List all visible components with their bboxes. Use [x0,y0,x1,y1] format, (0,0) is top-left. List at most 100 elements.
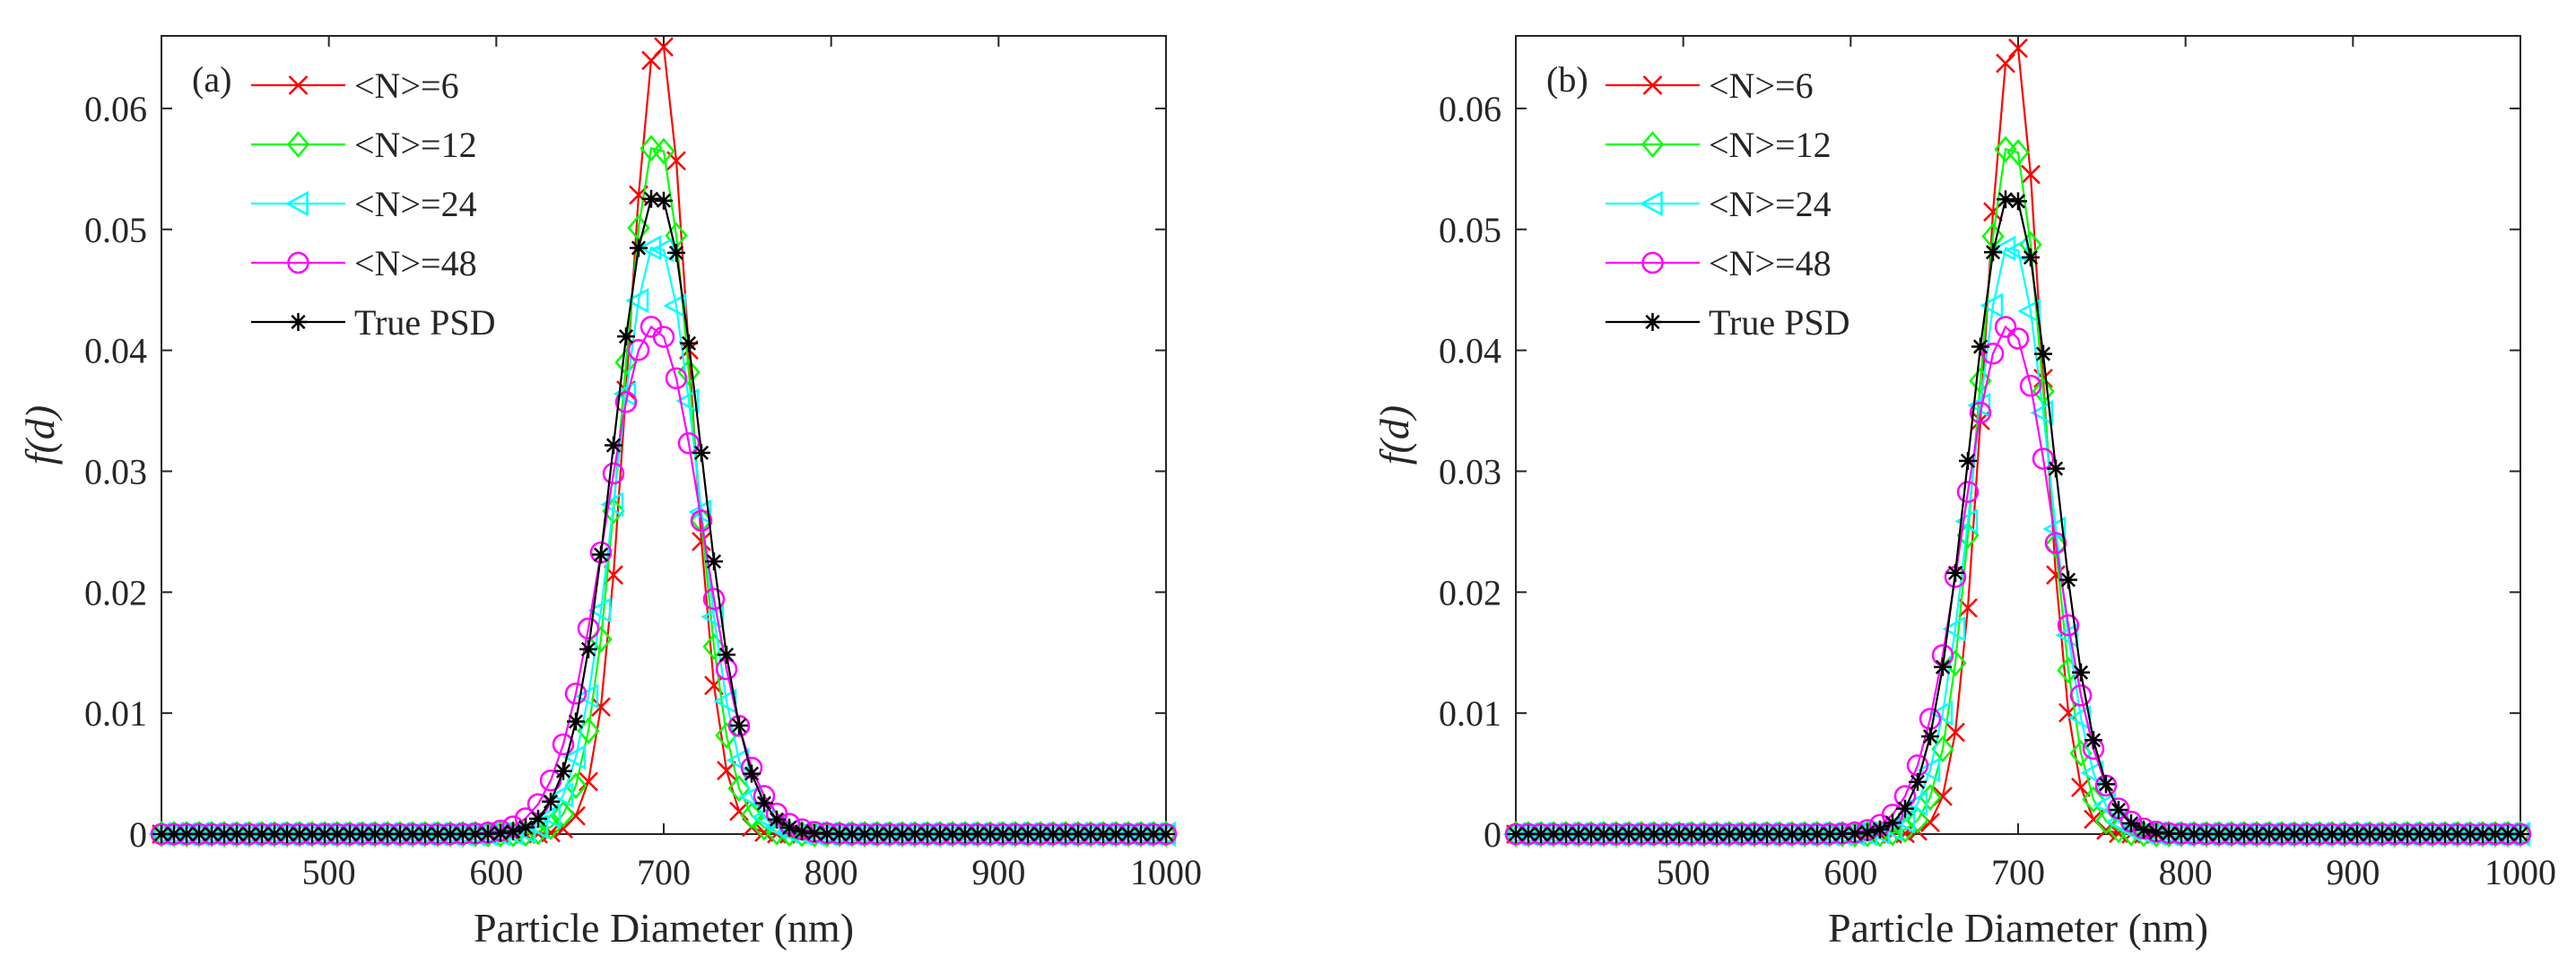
data-point-marker [539,769,562,792]
data-point-marker [2017,298,2041,324]
data-point-marker [2373,825,2391,843]
data-point-marker [1570,825,1588,843]
data-point-marker [1557,825,1575,843]
data-point-marker [730,716,748,735]
data-point-marker [1607,825,1625,843]
legend-swatch-marker [284,190,309,217]
data-point-marker [178,825,196,843]
data-point-marker [868,824,886,843]
legend-swatch-marker [1641,251,1664,274]
data-point-marker [2511,825,2529,843]
data-point-marker [602,462,625,485]
data-point-marker [2474,825,2492,843]
data-point-marker [517,818,535,837]
data-point-marker [2436,825,2454,843]
data-point-marker [843,824,861,843]
data-point-marker [642,189,660,208]
data-point-marker [2398,825,2416,843]
data-point-marker [1921,727,1939,746]
data-point-marker [2509,821,2532,848]
x-tick-label: 700 [1991,852,2045,892]
data-point-marker [617,327,635,346]
data-point-marker [253,825,271,843]
data-point-marker [2005,238,2029,264]
legend-entry-label: True PSD [1709,302,1849,343]
y-tick-label: 0 [129,814,147,855]
data-point-marker [575,683,599,709]
legend-swatch-marker [1640,131,1665,158]
data-point-marker [956,825,974,843]
data-point-marker [667,243,685,262]
data-point-marker [1132,825,1150,843]
data-point-marker [554,761,572,780]
data-point-marker [831,824,849,843]
data-point-marker [1771,825,1788,843]
data-point-marker [655,191,673,210]
data-point-marker [552,733,575,756]
data-point-marker [303,825,321,843]
data-point-marker [542,792,560,811]
data-point-marker [1942,616,1966,642]
data-point-marker [2069,684,2093,707]
axes-box [161,35,1167,835]
data-point-marker [805,823,823,842]
data-point-marker [564,772,587,800]
chart-panel-a: 500 600 700 800 900 1000 0 0.01 0.02 0.03 0.04 0.05… [17,35,1202,951]
data-point-marker [2034,344,2052,363]
data-point-marker [665,367,688,390]
data-point-marker [2072,663,2090,682]
data-point-marker [2311,825,2328,843]
data-point-marker [1917,757,1941,783]
legend-entry-label: <N>=12 [1709,125,1832,165]
data-point-marker [944,825,962,843]
data-point-marker [1983,202,2003,222]
legend-entry-label: <N>=6 [354,65,459,106]
data-point-marker [2210,824,2228,843]
data-point-marker [1720,825,1738,843]
data-point-marker [1545,825,1562,843]
data-point-marker [1708,825,1726,843]
data-point-marker [1094,825,1112,843]
data-point-marker [228,825,246,843]
data-point-marker [1632,825,1650,843]
data-point-marker [215,825,233,843]
data-point-marker [404,825,422,843]
data-point-marker [2082,786,2105,813]
data-point-marker [705,552,723,571]
data-point-marker [429,824,447,843]
data-point-marker [881,825,899,843]
data-point-marker [1519,825,1537,843]
x-tick-label: 800 [805,852,858,892]
data-point-marker [613,380,637,407]
data-point-marker [1670,825,1688,843]
data-point-marker [2235,825,2253,843]
data-point-marker [1031,825,1049,843]
data-point-marker [537,803,561,830]
legend-entry-label: <N>=12 [354,125,477,165]
data-point-marker [587,597,612,623]
x-axis-label: Particle Diameter (nm) [474,905,854,951]
data-point-marker [1582,825,1600,843]
data-point-marker [1144,825,1162,843]
data-point-marker [2260,825,2278,843]
data-point-marker [2057,613,2080,637]
legend-entry-label: <N>=24 [354,184,477,224]
data-point-marker [1984,243,2002,262]
data-point-marker [1695,825,1713,843]
data-point-marker [2044,531,2067,559]
data-point-marker [577,617,600,639]
data-point-marker [640,135,663,162]
data-point-marker [1954,509,1979,535]
data-point-marker [441,824,459,843]
legend-entry-label: <N>=48 [354,243,477,283]
data-point-marker [2449,825,2467,843]
data-point-marker [1645,825,1663,843]
data-point-marker [677,359,701,386]
data-point-marker [675,387,700,414]
data-point-marker [2019,374,2042,397]
data-point-marker [2135,821,2153,839]
data-point-marker [2499,825,2517,843]
data-point-marker [994,825,1012,843]
data-point-marker [1507,825,1525,843]
